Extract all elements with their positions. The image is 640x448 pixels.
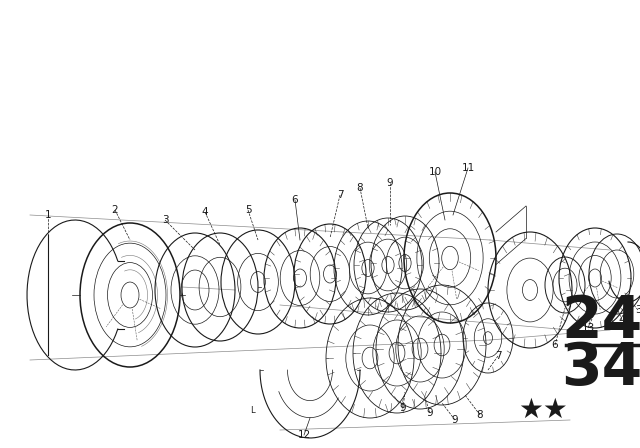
Text: ★★: ★★ bbox=[518, 396, 568, 424]
Text: 6: 6 bbox=[552, 340, 558, 350]
Text: 3: 3 bbox=[162, 215, 168, 225]
Text: L: L bbox=[250, 406, 255, 415]
Text: 7: 7 bbox=[495, 351, 501, 361]
Text: 8: 8 bbox=[356, 183, 364, 193]
Text: 7: 7 bbox=[337, 190, 343, 200]
Text: 2: 2 bbox=[112, 205, 118, 215]
Text: 5: 5 bbox=[244, 205, 252, 215]
Text: 9: 9 bbox=[387, 178, 394, 188]
Text: 10: 10 bbox=[428, 167, 442, 177]
Text: 9: 9 bbox=[427, 408, 433, 418]
Text: 12: 12 bbox=[298, 430, 310, 440]
Text: 9: 9 bbox=[452, 415, 458, 425]
Text: 3: 3 bbox=[635, 305, 640, 315]
Text: 4: 4 bbox=[619, 315, 625, 325]
Text: 9: 9 bbox=[400, 403, 406, 413]
Text: 24: 24 bbox=[561, 293, 640, 350]
Text: 1: 1 bbox=[45, 210, 51, 220]
Text: 6: 6 bbox=[292, 195, 298, 205]
Text: 8: 8 bbox=[477, 410, 483, 420]
Text: 13: 13 bbox=[581, 323, 595, 333]
Text: 11: 11 bbox=[461, 163, 475, 173]
Text: 4: 4 bbox=[202, 207, 208, 217]
Text: 34: 34 bbox=[561, 340, 640, 396]
